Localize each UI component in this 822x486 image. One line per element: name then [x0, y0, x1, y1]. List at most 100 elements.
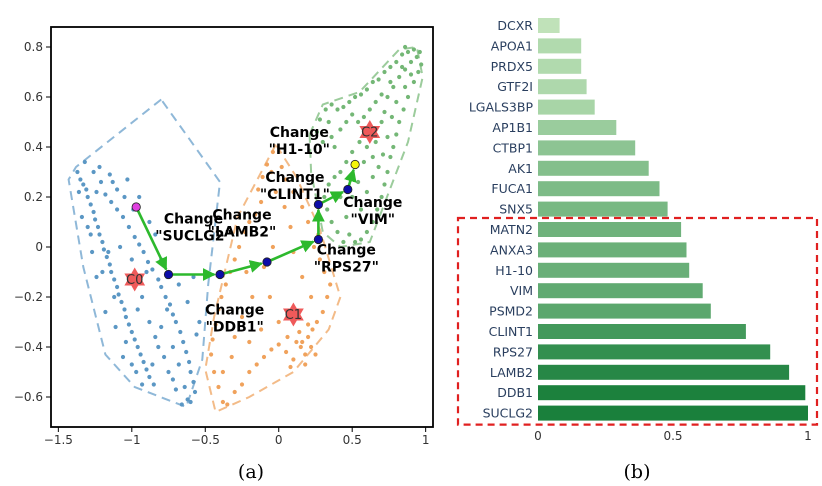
scatter-point [166, 369, 171, 375]
scatter-point [314, 129, 319, 135]
scatter-point [185, 299, 190, 305]
step-labels: Change"SUCLG2"Change"LAMB2"Change"DDB1"C… [155, 125, 402, 336]
scatter-point [116, 292, 121, 297]
bar-lgals3bp [538, 99, 595, 115]
scatter-point [163, 294, 168, 300]
scatter-point [173, 319, 178, 325]
step-label-verb: Change [270, 125, 329, 141]
scatter-point [338, 194, 343, 200]
scatter-point [267, 294, 272, 300]
path-node [131, 202, 141, 212]
scatter-point [344, 119, 349, 125]
scatter-point [176, 282, 181, 287]
bar-label: H1-10 [495, 263, 533, 278]
scatter-point [179, 402, 184, 407]
scatter-point [132, 337, 137, 342]
scatter-point [194, 332, 199, 337]
scatter-point [269, 169, 274, 175]
bar-x-tick-label: 1 [804, 429, 812, 443]
scatter-point [317, 257, 322, 262]
scatter-point [385, 94, 390, 100]
scatter-point [104, 254, 109, 260]
scatter-point [344, 214, 349, 220]
scatter-point [344, 159, 349, 165]
scatter-point [298, 344, 303, 350]
bar-matn2 [538, 222, 682, 237]
scatter-point [88, 232, 93, 237]
cluster-hulls [67, 45, 424, 414]
step-label: Change"VIM" [343, 195, 402, 228]
scatter-point [326, 182, 331, 187]
scatter-point [259, 327, 264, 332]
panel-a-caption: (a) [238, 461, 264, 483]
scatter-point [115, 187, 120, 192]
scatter-point [153, 334, 158, 340]
scatter-point [129, 362, 134, 367]
scatter-point [82, 159, 87, 165]
scatter-point [326, 119, 331, 125]
scatter-point [134, 369, 139, 375]
bar-suclg2 [538, 405, 808, 421]
bar-label: LGALS3BP [469, 100, 534, 115]
scatter-point [147, 374, 152, 380]
scatter-point [405, 94, 411, 100]
scatter-point [147, 219, 152, 225]
scatter-point [347, 232, 352, 237]
path-arrow [135, 206, 168, 271]
scatter-point [150, 362, 155, 367]
scatter-point [120, 354, 126, 360]
step-label: Change"H1-10" [269, 125, 330, 158]
scatter-point [135, 307, 140, 312]
scatter-point [81, 182, 86, 187]
scatter-point [291, 189, 296, 195]
scatter-point [101, 247, 106, 252]
scatter-point [394, 99, 399, 105]
scatter-point [250, 294, 255, 300]
bar-label: FUCA1 [491, 181, 533, 196]
scatter-point [335, 229, 340, 235]
y-axis-ticks: 0.8 0.6 0.4 0.2 0 −0.2 −0.4 −0.6 [14, 40, 51, 404]
scatter-point [403, 84, 408, 90]
scatter-point [356, 179, 361, 185]
scatter-point [220, 369, 225, 375]
scatter-point [309, 294, 314, 300]
scatter-point [364, 144, 369, 150]
scatter-point [120, 214, 126, 220]
scatter-point [93, 217, 98, 222]
scatter-point [379, 92, 384, 97]
scatter-point [408, 72, 414, 77]
scatter-point [135, 344, 140, 350]
scatter-point [216, 307, 221, 312]
scatter-point [370, 174, 375, 180]
bar-label: AK1 [508, 161, 533, 176]
scatter-point [373, 99, 378, 105]
path-node [313, 234, 323, 245]
scatter-point [147, 319, 152, 325]
scatter-point [125, 177, 130, 182]
scatter-point [370, 154, 375, 160]
scatter-point [364, 87, 369, 92]
scatter-point [338, 127, 343, 132]
scatter-point [370, 79, 375, 85]
path-node [215, 269, 225, 280]
scatter-point [313, 352, 318, 357]
scatter-point [197, 319, 202, 325]
cluster-centers: C0 C1 C2 [124, 120, 381, 327]
scatter-point [213, 322, 218, 327]
scatter-point [329, 134, 334, 140]
scatter-point [306, 219, 311, 225]
step-label-verb: Change [164, 211, 223, 227]
scatter-point [260, 174, 265, 180]
scatter-point [159, 284, 164, 290]
scatter-point [329, 219, 334, 225]
scatter-point [353, 239, 358, 245]
scatter-point [397, 74, 402, 80]
path-node [313, 199, 323, 210]
scatter-point [367, 107, 372, 112]
scatter-point [107, 172, 112, 177]
scatter-point [261, 354, 267, 360]
step-label: Change"DDB1" [205, 303, 264, 336]
scatter-point [141, 359, 146, 365]
